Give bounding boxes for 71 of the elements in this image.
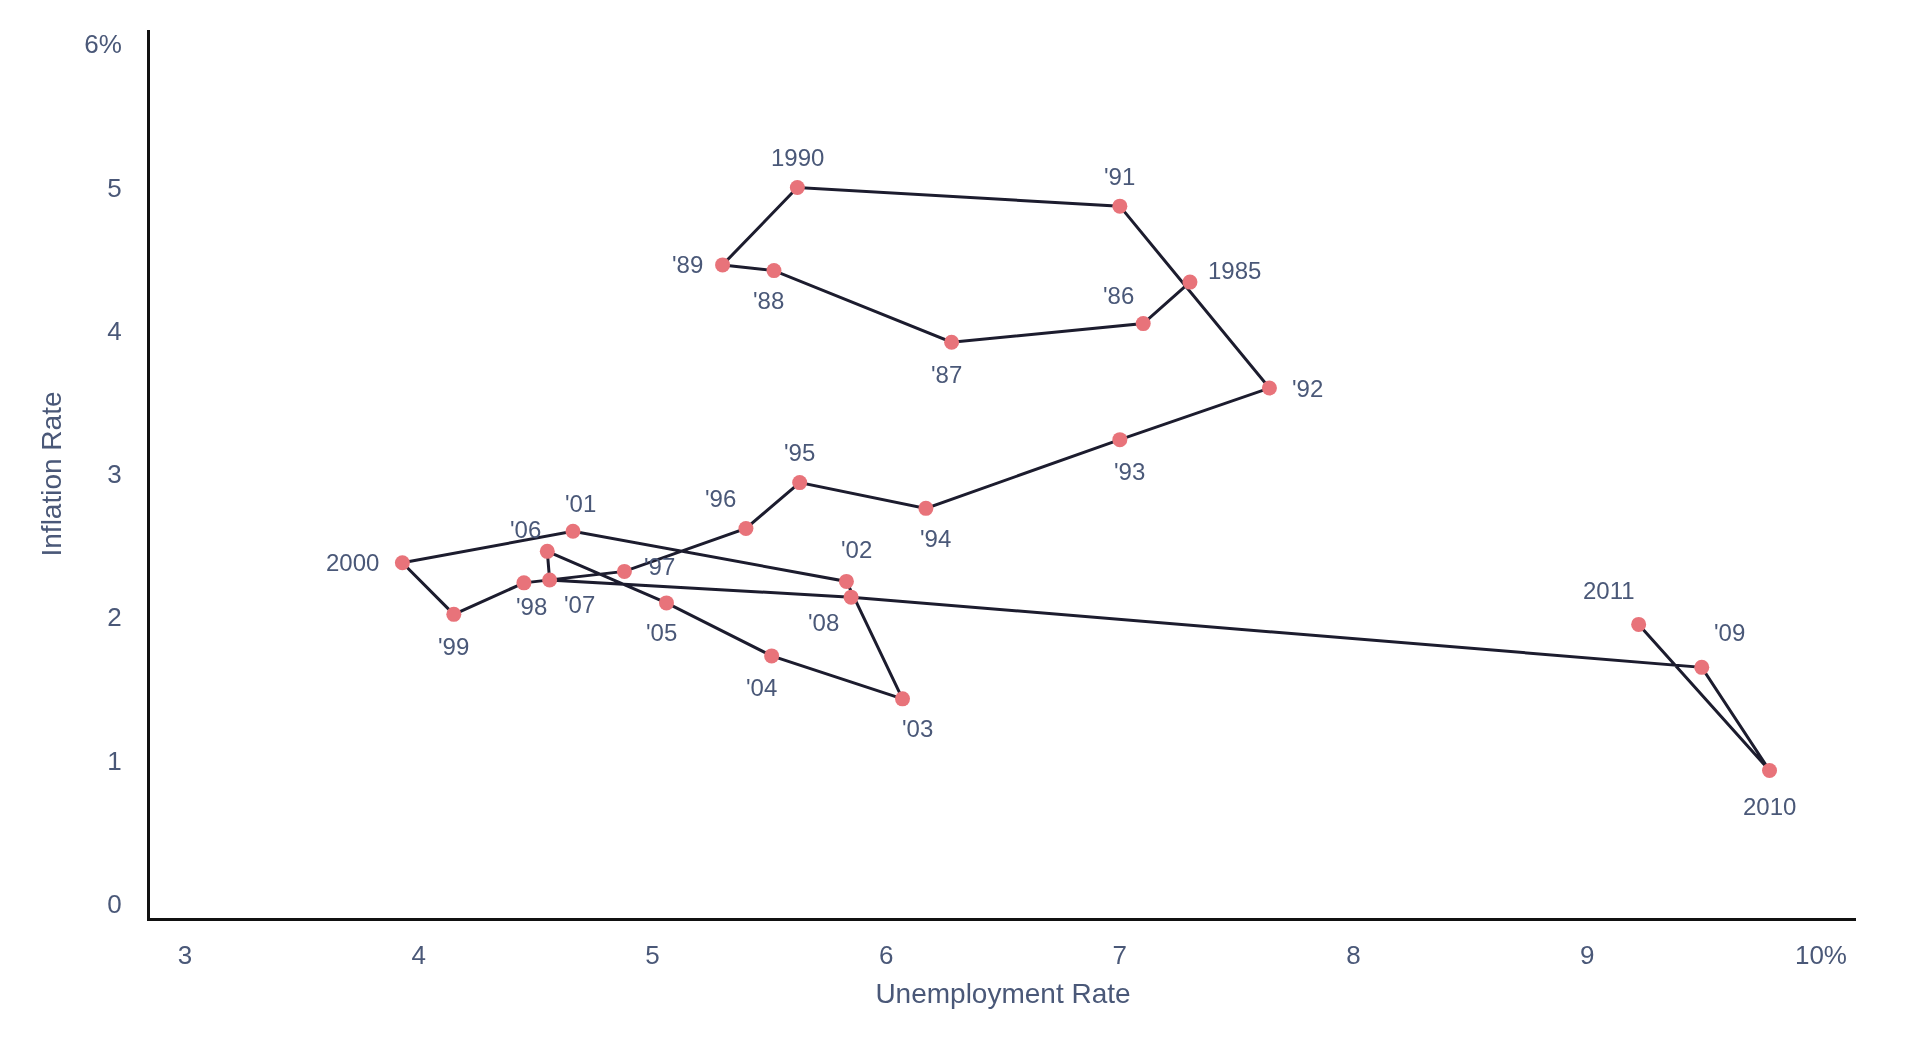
annotation: '92 <box>1292 375 1324 402</box>
point <box>565 523 581 539</box>
point <box>1694 659 1710 675</box>
annotation: '87 <box>931 361 963 388</box>
annotation: '08 <box>808 609 840 636</box>
y-tick-label: 6% <box>84 29 122 60</box>
point <box>764 648 780 664</box>
point <box>516 575 532 591</box>
annotation: 1990 <box>771 144 825 171</box>
point <box>715 257 731 273</box>
annotation: 2010 <box>1743 793 1797 820</box>
point <box>616 563 632 579</box>
annotation: '88 <box>753 287 785 314</box>
annotation: '95 <box>784 439 816 466</box>
point <box>843 589 859 605</box>
x-tick-label: 8 <box>1346 940 1361 971</box>
x-tick-label: 5 <box>645 940 660 971</box>
point <box>1762 762 1778 778</box>
point <box>658 595 674 611</box>
point <box>1112 198 1128 214</box>
x-tick-label: 3 <box>177 940 193 971</box>
point <box>895 691 911 707</box>
y-axis-title: Inflation Rate <box>35 391 67 557</box>
annotation: '04 <box>746 674 778 701</box>
point <box>542 572 558 588</box>
annotation: 1985 <box>1208 257 1262 284</box>
y-tick-label: 5 <box>107 172 122 203</box>
point <box>766 263 782 279</box>
point <box>1182 274 1198 290</box>
annotation: '01 <box>565 490 597 517</box>
point <box>1261 380 1277 396</box>
x-tick-label: 10% <box>1794 940 1847 971</box>
annotation: '94 <box>920 525 952 552</box>
point <box>394 555 410 571</box>
annotation: '06 <box>510 516 542 543</box>
y-tick-label: 1 <box>107 745 122 776</box>
x-tick-label: 7 <box>1112 940 1128 971</box>
annotation: 2000 <box>326 549 380 576</box>
annotation: '05 <box>646 619 678 646</box>
point <box>944 334 960 350</box>
point <box>1135 316 1151 332</box>
x-tick-label: 4 <box>411 940 426 971</box>
point <box>1631 616 1647 632</box>
y-tick-label: 0 <box>107 888 122 919</box>
point <box>838 573 854 589</box>
annotation: '86 <box>1103 282 1135 309</box>
point <box>738 520 754 536</box>
annotation: '96 <box>705 485 737 512</box>
point <box>446 606 462 622</box>
annotation: '02 <box>841 536 873 563</box>
annotation: '07 <box>564 591 596 618</box>
point <box>918 500 934 516</box>
annotation: '99 <box>438 633 470 660</box>
x-tick-label: 9 <box>1580 940 1595 971</box>
point <box>539 543 555 559</box>
annotation: '91 <box>1104 163 1136 190</box>
annotation: 2011 <box>1583 577 1635 604</box>
y-tick-label: 4 <box>107 315 122 346</box>
x-axis-title: Unemployment Rate <box>875 978 1131 1010</box>
point <box>789 180 805 196</box>
y-tick-label: 2 <box>107 602 122 633</box>
point <box>1112 432 1128 448</box>
annotation: '93 <box>1114 458 1146 485</box>
annotation: '89 <box>672 251 704 278</box>
annotation: '09 <box>1714 619 1746 646</box>
annotation: '97 <box>644 553 676 580</box>
annotation: '98 <box>516 593 548 620</box>
point <box>792 475 808 491</box>
y-tick-label: 3 <box>107 459 122 490</box>
x-tick-label: 6 <box>878 940 894 971</box>
annotation: '03 <box>902 715 934 742</box>
